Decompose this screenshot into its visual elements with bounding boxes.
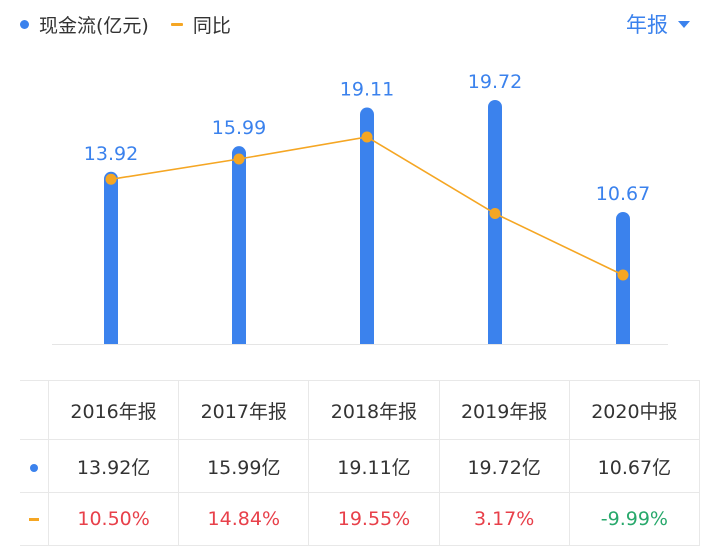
bars-group xyxy=(104,100,630,351)
yoy-point-2019年报[interactable] xyxy=(489,208,501,220)
data-table: 2016年报 2017年报 2018年报 2019年报 2020中报 13.92… xyxy=(20,380,701,546)
cashflow-chart: 13.92 15.99 19.11 19.72 10.67 xyxy=(52,71,668,351)
table-cell: 10.50% xyxy=(47,492,180,546)
table-cell: 15.99亿 xyxy=(178,439,310,493)
bar-series-dot-icon xyxy=(20,19,29,29)
table-row-cashflow: 13.92亿 15.99亿 19.11亿 19.72亿 10.67亿 xyxy=(20,439,701,493)
bar-value-label: 19.72 xyxy=(468,71,522,93)
bar-2017年报[interactable] xyxy=(232,146,246,351)
legend-item-yoy[interactable]: 同比 xyxy=(170,11,231,38)
table-header-cell: 2017年报 xyxy=(178,380,310,440)
table-cell: 14.84% xyxy=(178,492,310,546)
bar-value-label: 19.11 xyxy=(340,79,394,101)
line-series-dash-icon xyxy=(170,22,183,26)
yoy-point-2017年报[interactable] xyxy=(233,153,245,165)
period-selector[interactable]: 年报 xyxy=(626,8,690,40)
yoy-point-2016年报[interactable] xyxy=(105,173,117,185)
table-corner-cell xyxy=(20,380,49,440)
yoy-point-2020中报[interactable] xyxy=(617,269,629,281)
table-cell: 19.55% xyxy=(308,492,440,546)
row-marker-cell xyxy=(20,439,49,493)
bar-2020中报[interactable] xyxy=(616,211,630,351)
table-cell: 19.72亿 xyxy=(438,439,570,493)
yoy-points-group xyxy=(105,131,629,281)
table-cell: 3.17% xyxy=(438,492,570,546)
table-cell: -9.99% xyxy=(568,492,701,546)
bar-2016年报[interactable] xyxy=(104,171,118,351)
period-selector-label: 年报 xyxy=(626,13,668,37)
table-row-yoy: 10.50% 14.84% 19.55% 3.17% -9.99% xyxy=(20,492,701,546)
bar-labels-group: 13.92 15.99 19.11 19.72 10.67 xyxy=(84,71,650,205)
table-header-cell: 2019年报 xyxy=(438,380,570,440)
legend-item-cashflow[interactable]: 现金流(亿元) xyxy=(20,11,149,38)
table-header-row: 2016年报 2017年报 2018年报 2019年报 2020中报 xyxy=(20,380,701,440)
table-cell: 10.67亿 xyxy=(568,439,701,493)
table-cell: 13.92亿 xyxy=(47,439,180,493)
bar-series-dot-icon xyxy=(30,464,38,472)
bar-2018年报[interactable] xyxy=(360,107,374,351)
legend-label-yoy: 同比 xyxy=(192,14,231,37)
bar-value-label: 13.92 xyxy=(84,143,138,165)
table-header-cell: 2020中报 xyxy=(568,380,701,440)
table-cell: 19.11亿 xyxy=(308,439,440,493)
row-marker-cell xyxy=(20,492,49,546)
bar-value-label: 10.67 xyxy=(596,183,650,205)
legend-label-cashflow: 现金流(亿元) xyxy=(39,14,149,37)
table-header-cell: 2016年报 xyxy=(47,380,180,440)
table-header-cell: 2018年报 xyxy=(308,380,440,440)
caret-down-icon xyxy=(678,20,690,28)
bar-value-label: 15.99 xyxy=(212,117,266,139)
line-series-dash-icon xyxy=(29,518,39,521)
bar-2019年报[interactable] xyxy=(488,100,502,351)
yoy-point-2018年报[interactable] xyxy=(361,131,373,143)
chart-legend: 现金流(亿元) 同比 xyxy=(20,8,253,40)
